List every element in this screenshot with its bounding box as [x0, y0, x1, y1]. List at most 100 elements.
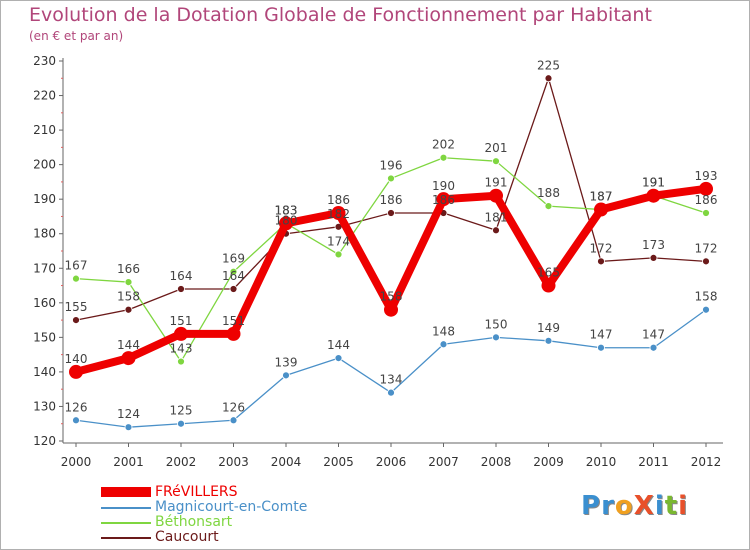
data-point: [121, 351, 136, 366]
data-point: [334, 354, 343, 362]
data-point: [597, 257, 605, 266]
data-point: [282, 371, 290, 380]
y-tick-label: 120: [33, 434, 56, 448]
data-label: 151: [222, 314, 245, 328]
data-point: [177, 357, 185, 366]
data-label: 196: [380, 158, 403, 172]
logo-letter: t: [664, 491, 679, 521]
data-point: [124, 423, 133, 432]
data-point: [439, 340, 448, 349]
data-point: [492, 226, 500, 235]
legend-swatch-magnicourt: [101, 507, 151, 509]
x-tick-label: 2010: [586, 455, 617, 469]
legend-swatch-frevillers: [101, 487, 151, 497]
data-label: 140: [65, 352, 88, 366]
data-point: [177, 285, 185, 293]
x-tick-label: 2012: [691, 455, 722, 469]
data-point: [229, 267, 238, 276]
data-label: 124: [117, 407, 140, 421]
y-tick-label: 130: [33, 399, 56, 413]
data-label: 134: [380, 373, 403, 387]
legend-label-bethonsart: Béthonsart: [155, 514, 233, 530]
data-label: 126: [222, 400, 245, 414]
data-label: 150: [485, 317, 508, 331]
y-tick-label: 180: [33, 227, 56, 241]
data-label: 151: [170, 314, 193, 328]
data-label: 125: [170, 404, 193, 418]
x-tick-label: 2008: [481, 455, 512, 469]
data-point: [387, 174, 395, 183]
data-label: 183: [275, 203, 298, 217]
data-point: [594, 202, 608, 217]
data-point: [436, 192, 451, 207]
data-label: 187: [590, 190, 613, 204]
data-point: [72, 416, 80, 425]
data-point: [387, 209, 395, 217]
data-point: [334, 250, 343, 259]
data-point: [541, 278, 556, 293]
data-point: [229, 285, 238, 293]
data-label: 193: [695, 169, 718, 183]
data-point: [387, 388, 395, 397]
data-label: 173: [642, 238, 665, 252]
chart-axes: 120 130 140 150 160 170 180 190 200 210 220 230 2000…: [33, 54, 723, 469]
data-point: [229, 416, 238, 425]
data-point: [331, 206, 346, 220]
logo-letter: r: [601, 491, 615, 521]
data-label: 181: [485, 210, 508, 224]
data-label: 126: [65, 400, 88, 414]
y-tick-label: 140: [33, 365, 56, 379]
data-point: [699, 181, 713, 196]
data-label: 191: [642, 176, 665, 190]
data-point: [492, 333, 500, 342]
data-label: 165: [537, 266, 560, 280]
data-label: 164: [222, 269, 245, 283]
data-label: 180: [275, 214, 298, 228]
line-chart: 120 130 140 150 160 170 180 190 200 210 220 230 2000…: [33, 54, 723, 469]
chart-title: Evolution de la Dotation Globale de Fonc…: [29, 4, 652, 26]
data-label: 166: [117, 262, 140, 276]
data-point: [646, 188, 661, 203]
logo-letter: i: [678, 491, 689, 521]
x-tick-label: 2009: [533, 455, 564, 469]
data-label: 186: [432, 193, 455, 207]
data-label: 201: [485, 141, 508, 155]
y-tick-label: 150: [33, 330, 56, 344]
data-label: 190: [432, 179, 455, 193]
y-tick-label: 200: [33, 158, 56, 172]
data-label: 149: [537, 321, 560, 335]
x-tick-label: 2005: [323, 455, 354, 469]
data-label: 144: [117, 338, 140, 352]
data-label: 191: [642, 176, 665, 190]
data-label: 225: [537, 58, 560, 72]
data-point: [489, 188, 503, 203]
data-point: [492, 157, 500, 166]
logo-letter: o: [614, 491, 634, 521]
proxiti-logo: ProXiti: [581, 491, 688, 521]
data-point: [544, 202, 553, 210]
data-label: 144: [327, 338, 350, 352]
data-point: [226, 326, 241, 341]
logo-letter: P: [581, 491, 602, 521]
data-label: 158: [380, 290, 403, 304]
data-label: 167: [65, 259, 88, 273]
x-tick-label: 2002: [166, 455, 197, 469]
data-point: [597, 343, 605, 352]
x-tick-label: 2006: [376, 455, 407, 469]
data-label: 183: [275, 203, 298, 217]
legend-label-frevillers: FRéVILLERS: [155, 484, 238, 500]
data-label: 182: [327, 207, 350, 221]
data-point: [702, 257, 710, 266]
data-label: 169: [222, 252, 245, 266]
data-label: 158: [695, 290, 718, 304]
data-point: [649, 254, 658, 262]
x-tick-label: 2007: [428, 455, 459, 469]
y-tick-label: 220: [33, 89, 56, 103]
y-tick-label: 210: [33, 123, 56, 137]
data-label: 164: [170, 269, 193, 283]
x-tick-label: 2011: [638, 455, 669, 469]
data-label: 186: [695, 193, 718, 207]
data-label: 172: [590, 241, 613, 255]
data-label: 187: [590, 190, 613, 204]
